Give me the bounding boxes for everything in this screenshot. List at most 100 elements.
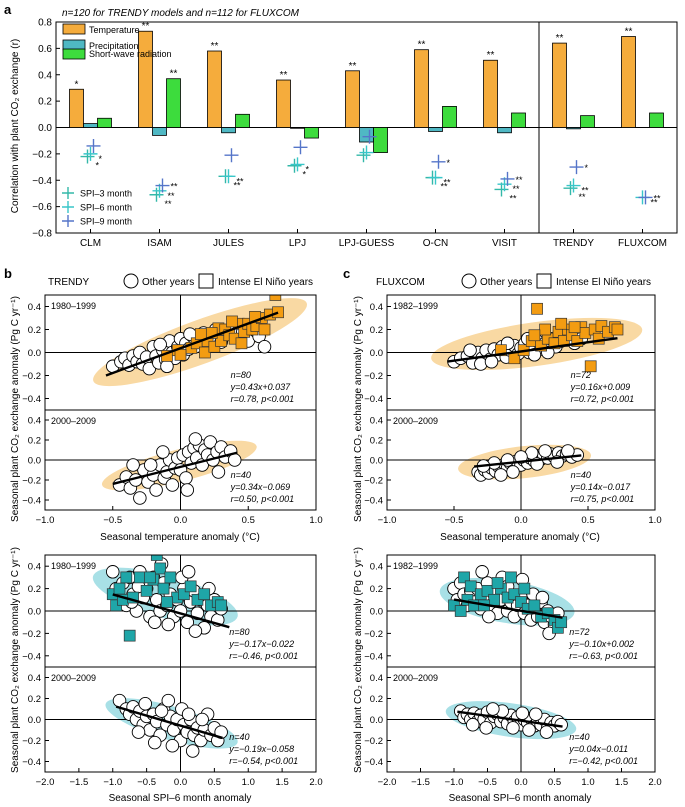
b-spi-ylabel: Seasonal plant CO₂ exchange anomaly (Pg … <box>10 547 21 773</box>
spi-cross-marker <box>224 148 239 163</box>
y-tick-label: −0.2 <box>364 736 383 747</box>
spi-significance-label: ** <box>582 186 590 196</box>
spi-cross-marker <box>290 157 305 172</box>
filled-square-point <box>161 596 173 608</box>
panel-b-temp-scatter: −0.4 −0.2 0.0 0.2 0.4 1980–1999 n=80 y=0.43x+0.… <box>22 294 323 526</box>
y-tick-label: 0.0 <box>370 715 383 726</box>
open-circle-point <box>185 744 200 758</box>
filled-square-point <box>464 580 477 593</box>
subplot-content <box>387 295 655 410</box>
x-tick-label: LPJ-GUESS <box>339 238 395 249</box>
stat-r-p: r=−0.54, p<0.001 <box>229 756 298 766</box>
x-tick-label: 2.0 <box>648 777 661 788</box>
regression-line <box>447 337 618 363</box>
stat-n: n=40 <box>571 470 591 480</box>
filled-square-point <box>215 599 227 612</box>
spi-cross-marker <box>359 145 374 160</box>
y-tick-label: −0.4 <box>22 394 41 405</box>
y-tick-label: −0.4 <box>364 757 383 768</box>
c-spi-ylabel: Seasonal plant CO₂ exchange anomaly (Pg … <box>353 547 364 773</box>
y-tick-label: 0.2 <box>370 694 383 705</box>
panel-b-letter: b <box>4 266 12 281</box>
subplot-content <box>387 410 655 510</box>
period-label: 2000–2009 <box>393 416 438 426</box>
c-temp-xlabel: Seasonal temperature anomaly (°C) <box>440 532 600 543</box>
significance-label: ** <box>349 61 357 72</box>
subplot-content <box>45 667 316 772</box>
filled-square-point <box>157 582 170 595</box>
bar <box>511 112 526 128</box>
spi-significance-label: * <box>447 158 451 168</box>
bar <box>621 36 636 128</box>
filled-square-point <box>515 596 527 608</box>
panel-c-legend-filled: Intense El Niño years <box>556 277 651 288</box>
spi-significance-label: ** <box>168 191 176 201</box>
bar <box>97 117 112 128</box>
legend-swatch <box>62 48 86 60</box>
filled-square-point <box>458 571 470 584</box>
open-circle-point <box>161 693 176 708</box>
period-label: 1982–1999 <box>393 561 438 571</box>
open-circle-point <box>160 359 174 374</box>
y-tick-label: 0.0 <box>370 348 383 359</box>
panel-b-spi-scatter: −0.4 −0.2 0.0 0.2 0.4 1980–1999 n=80 y=−0.17x−0… <box>22 554 323 788</box>
bar <box>235 113 250 128</box>
spi-significance-label: ** <box>237 176 245 186</box>
open-circle-point <box>211 465 226 479</box>
x-tick-label: 1.0 <box>242 777 255 788</box>
spi-significance-label: ** <box>651 197 659 207</box>
bar <box>207 50 222 128</box>
x-tick-label: 1.0 <box>309 515 322 526</box>
x-tick-label: 1.5 <box>276 777 289 788</box>
stat-equation: y=−0.10x+0.002 <box>568 639 634 649</box>
y-tick-label: 0.8 <box>38 18 52 29</box>
filled-square-point <box>611 323 624 336</box>
y-tick-label: 0.4 <box>28 416 41 427</box>
stat-n: n=40 <box>229 732 249 742</box>
spi-cross-marker <box>638 190 653 205</box>
y-tick-label: 0.4 <box>370 562 383 573</box>
stat-equation: y=−0.19x−0.058 <box>228 744 294 754</box>
filled-square-point <box>568 321 581 334</box>
x-tick-label: 0.5 <box>208 777 221 788</box>
spi-legend-label: SPI–9 month <box>80 217 132 227</box>
spi-cross-marker <box>356 148 371 163</box>
filled-square-point <box>272 306 284 319</box>
x-tick-label: FLUXCOM <box>618 238 667 249</box>
x-tick-label: 0.0 <box>174 515 187 526</box>
c-temp-ylabel: Seasonal plant CO₂ exchange anomaly (Pg … <box>353 296 364 522</box>
filled-square-point <box>134 571 146 584</box>
filled-square-point <box>235 337 248 350</box>
period-label: 1980–1999 <box>51 561 96 571</box>
open-circle-point <box>188 624 203 638</box>
bar <box>83 123 98 128</box>
stat-n: n=40 <box>231 470 251 480</box>
x-tick-label: CLM <box>80 238 101 249</box>
spi-significance-label: * <box>96 161 100 171</box>
regression-line <box>115 705 223 740</box>
x-tick-label: 1.0 <box>648 515 661 526</box>
y-tick-label: 0.0 <box>28 715 41 726</box>
stat-r-p: r=−0.42, p<0.001 <box>569 756 638 766</box>
panel-c-source: FLUXCOM <box>376 277 425 288</box>
x-tick-label: O-CN <box>423 238 449 249</box>
bar <box>483 59 498 128</box>
open-circle-point <box>180 483 195 497</box>
significance-label: ** <box>487 50 495 61</box>
x-tick-label: −1.5 <box>69 777 88 788</box>
stat-equation: y=0.04x−0.011 <box>568 744 628 754</box>
open-circle-point <box>165 478 180 492</box>
open-circle-point <box>156 445 170 459</box>
bar <box>276 79 291 128</box>
x-tick-label: −1.0 <box>378 515 397 526</box>
y-tick-label: 0.0 <box>38 123 52 134</box>
y-tick-label: −0.4 <box>22 757 41 768</box>
regression-line <box>105 311 279 377</box>
x-tick-label: ISAM <box>147 238 171 249</box>
bar <box>359 127 374 143</box>
spi-significance-label: * <box>99 154 103 164</box>
bar <box>497 127 512 134</box>
open-circle-point <box>148 615 162 629</box>
regression-line <box>112 593 230 629</box>
stat-r-p: r=0.78, p<0.001 <box>231 394 295 404</box>
